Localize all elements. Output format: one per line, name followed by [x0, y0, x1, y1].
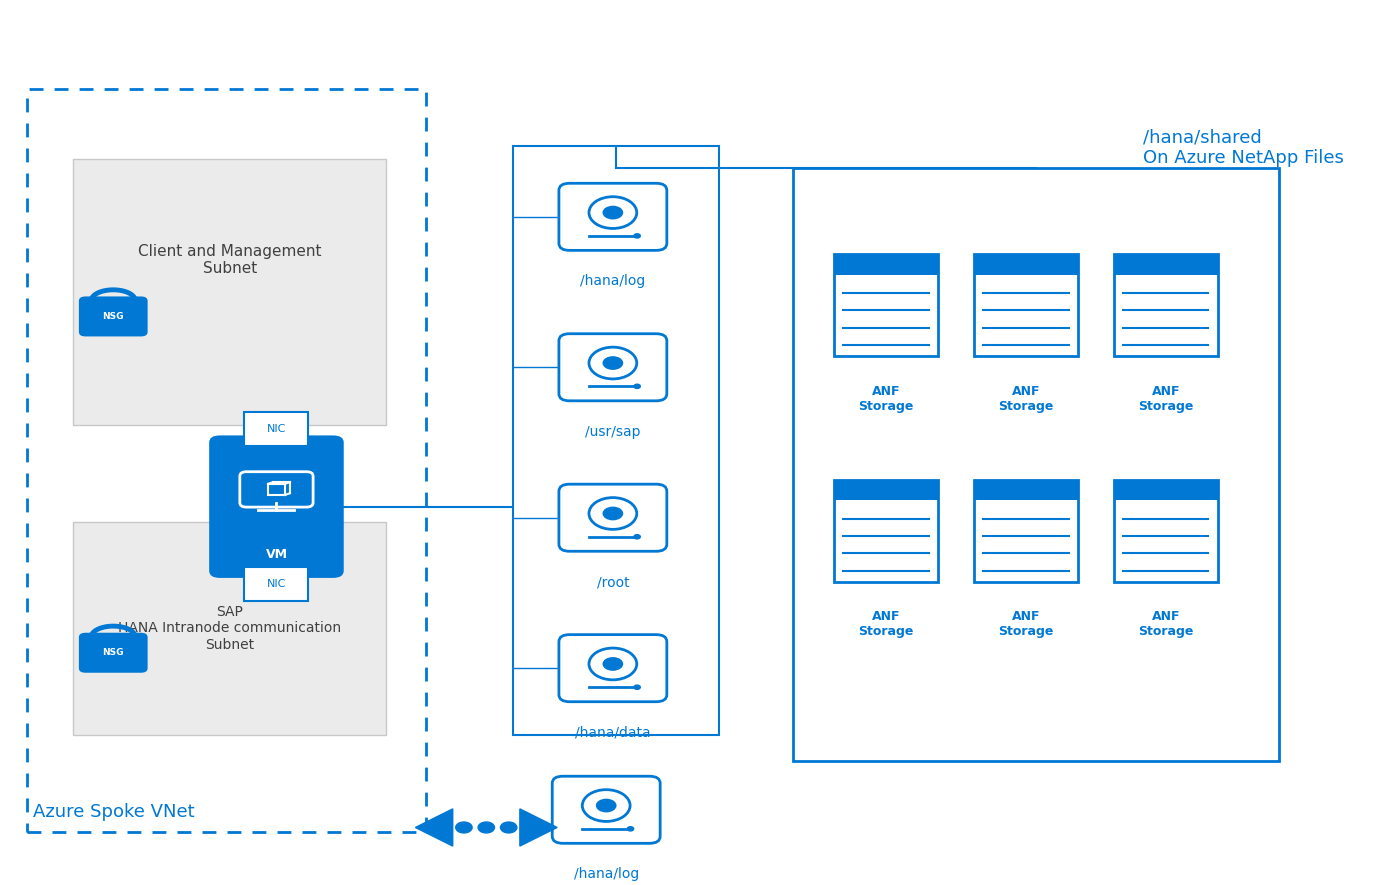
Circle shape [627, 827, 634, 831]
FancyBboxPatch shape [559, 183, 667, 250]
Bar [974, 255, 1077, 274]
Bar [834, 255, 938, 356]
Circle shape [595, 798, 616, 812]
Bar [974, 255, 1077, 356]
Bar [244, 567, 308, 601]
Text: NIC: NIC [267, 579, 286, 589]
Text: /hana/log: /hana/log [580, 274, 645, 289]
Circle shape [602, 205, 623, 219]
Circle shape [602, 506, 623, 520]
FancyBboxPatch shape [559, 334, 667, 401]
Text: /usr/sap: /usr/sap [586, 425, 641, 439]
FancyBboxPatch shape [559, 484, 667, 551]
Bar [834, 480, 938, 582]
Text: Client and Management
Subnet: Client and Management Subnet [138, 244, 322, 276]
Text: SAP
HANA Intranode communication
Subnet: SAP HANA Intranode communication Subnet [119, 605, 341, 651]
FancyBboxPatch shape [79, 633, 148, 673]
FancyBboxPatch shape [559, 635, 667, 702]
Text: Azure Spoke VNet: Azure Spoke VNet [33, 804, 195, 821]
Bar [1114, 255, 1218, 356]
Circle shape [602, 356, 623, 370]
Circle shape [634, 234, 641, 238]
Circle shape [478, 822, 494, 833]
Bar [26, 88, 427, 832]
Bar [244, 412, 308, 446]
Bar [512, 146, 720, 735]
Bar [268, 484, 284, 495]
Text: /root: /root [597, 575, 630, 589]
Polygon shape [519, 809, 557, 846]
Bar [793, 168, 1279, 761]
Text: ANF
Storage: ANF Storage [998, 384, 1054, 412]
Text: NIC: NIC [267, 424, 286, 435]
Bar [1114, 480, 1218, 582]
Bar [834, 255, 938, 274]
Text: NSG: NSG [102, 648, 124, 658]
Text: /hana/shared
On Azure NetApp Files: /hana/shared On Azure NetApp Files [1143, 128, 1344, 167]
Text: ANF
Storage: ANF Storage [1138, 384, 1193, 412]
Text: VM: VM [265, 549, 287, 561]
Polygon shape [416, 809, 453, 846]
FancyBboxPatch shape [552, 776, 660, 843]
Circle shape [634, 535, 641, 539]
Bar [73, 522, 387, 735]
Circle shape [500, 822, 516, 833]
Text: ANF
Storage: ANF Storage [859, 384, 914, 412]
Circle shape [634, 685, 641, 689]
Bar [1114, 480, 1218, 501]
Text: /hana/log: /hana/log [573, 867, 639, 881]
Text: /hana/data: /hana/data [574, 726, 650, 740]
Bar [73, 159, 387, 425]
Text: NSG: NSG [102, 312, 124, 321]
Bar [974, 480, 1077, 582]
FancyBboxPatch shape [79, 296, 148, 336]
Circle shape [602, 657, 623, 671]
FancyBboxPatch shape [209, 435, 344, 578]
Circle shape [634, 384, 641, 389]
Bar [834, 480, 938, 501]
Bar [1114, 255, 1218, 274]
Text: ANF
Storage: ANF Storage [1138, 611, 1193, 638]
Text: ANF
Storage: ANF Storage [859, 611, 914, 638]
Bar [974, 480, 1077, 501]
Circle shape [456, 822, 472, 833]
Text: ANF
Storage: ANF Storage [998, 611, 1054, 638]
